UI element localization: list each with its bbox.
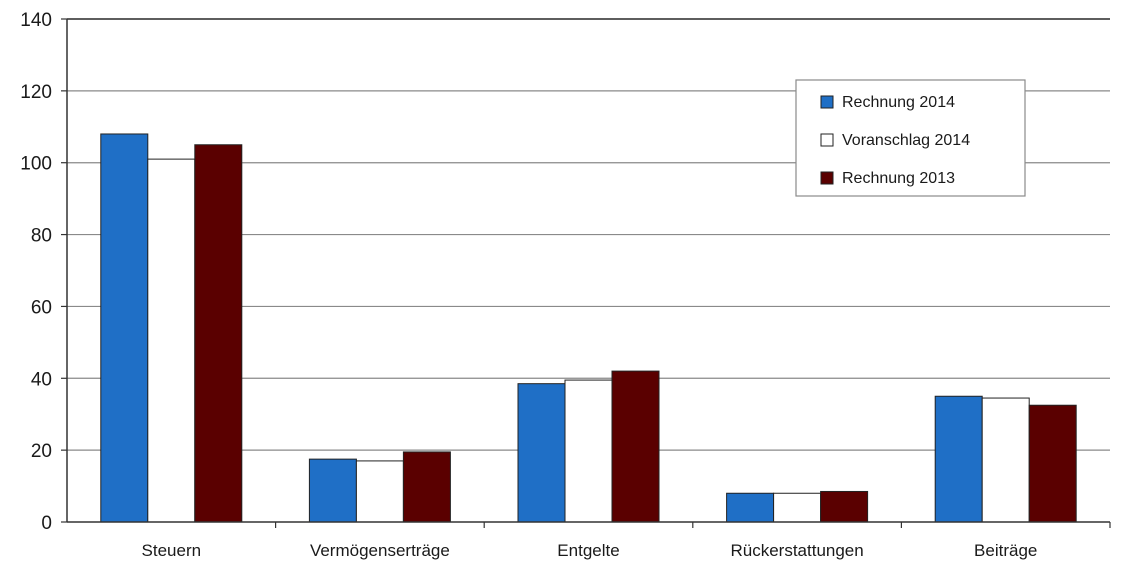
bar (402, 451, 451, 523)
y-tick-label: 60 (31, 297, 52, 318)
x-tick-label: Entgelte (557, 541, 619, 560)
legend-swatch (820, 171, 834, 185)
legend-swatch (820, 95, 834, 109)
bar (1028, 404, 1077, 523)
legend-box (795, 79, 1026, 197)
y-tick-label: 80 (31, 226, 52, 247)
bar (355, 460, 404, 523)
bar (308, 458, 357, 523)
y-axis: 0 20 40 60 80 100 120 140 (20, 10, 68, 534)
x-tick-label: Rückerstattungen (730, 541, 863, 560)
y-tick-label: 120 (20, 82, 52, 103)
x-axis: Steuern Vermögenserträge Entgelte Rückersta… (67, 521, 1111, 560)
bar (564, 379, 613, 523)
bar (147, 158, 196, 523)
legend-label: Rechnung 2013 (842, 170, 955, 187)
bar (981, 397, 1030, 523)
bar (820, 490, 869, 523)
bar (194, 144, 243, 523)
x-tick-label: Steuern (142, 541, 202, 560)
bar (773, 492, 822, 523)
legend-swatch (820, 133, 834, 147)
legend: Rechnung 2014 Voranschlag 2014 Rechnung 20… (795, 79, 1026, 197)
y-tick-label: 0 (41, 513, 52, 534)
x-tick-label: Vermögenserträge (310, 541, 450, 560)
legend-label: Voranschlag 2014 (842, 132, 970, 149)
bar (726, 492, 775, 523)
bar (517, 383, 566, 523)
bar (100, 133, 149, 523)
y-tick-label: 100 (20, 154, 52, 175)
y-tick-label: 20 (31, 441, 52, 462)
x-tick-label: Beiträge (974, 541, 1037, 560)
bars (100, 133, 1077, 523)
y-tick-label: 140 (20, 10, 52, 31)
y-tick-label: 40 (31, 369, 52, 390)
legend-label: Rechnung 2014 (842, 94, 955, 111)
bar (611, 370, 660, 523)
bar (934, 395, 983, 523)
